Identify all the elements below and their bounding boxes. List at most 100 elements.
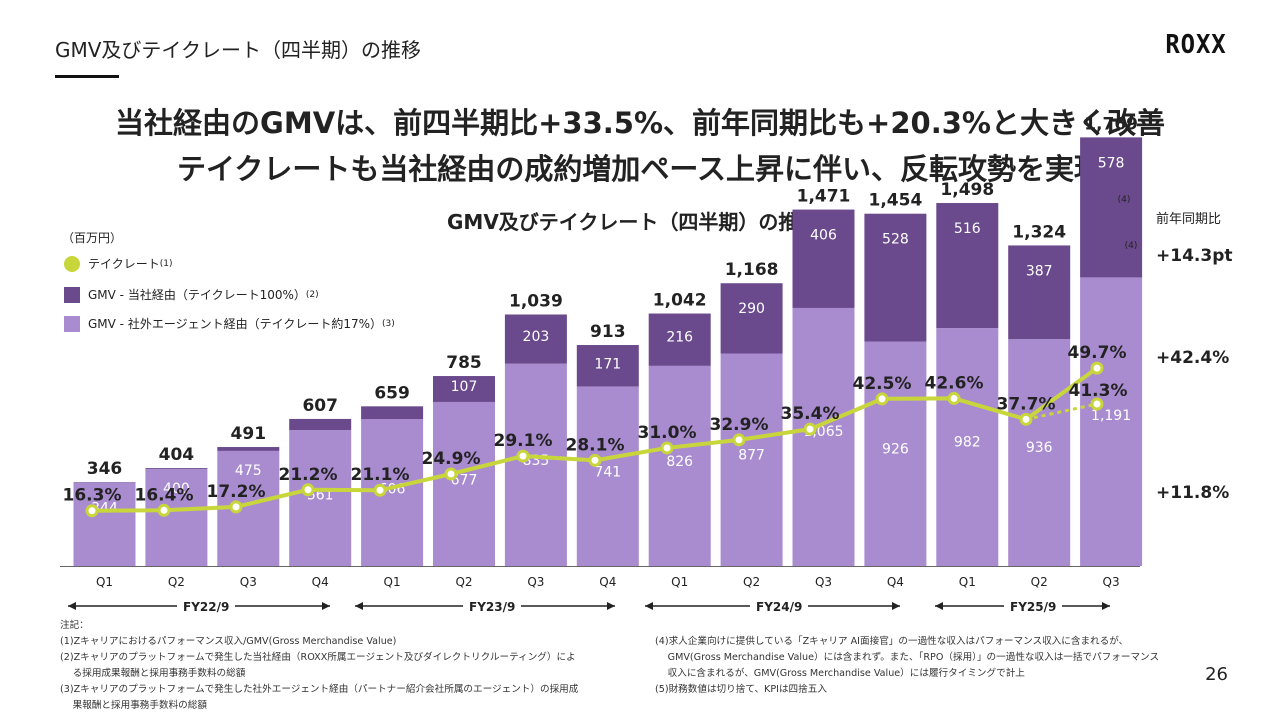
take-rate-label: 21.2% xyxy=(279,465,338,485)
legend-own-label: GMV - 当社経由（テイクレート100%） xyxy=(88,288,306,302)
bar-own xyxy=(504,314,567,364)
legend-external-swatch xyxy=(64,315,80,332)
bar-own xyxy=(576,345,639,387)
take-rate-alt-note: (4) xyxy=(1125,241,1138,251)
bar-total-label: 1,042 xyxy=(653,291,707,311)
x-tick-label: Q4 xyxy=(312,575,329,589)
bar-external xyxy=(73,482,136,566)
x-tick-label: Q4 xyxy=(599,575,616,589)
bar-external-label: 1,065 xyxy=(803,424,843,440)
legend-external: GMV - 社外エージェント経由（テイクレート約17%） (3) xyxy=(64,315,395,332)
bar-own xyxy=(145,468,208,470)
unit-label: （百万円） xyxy=(62,231,123,245)
legend-external-note: (3) xyxy=(382,318,395,329)
bar-total-label: 346 xyxy=(87,459,123,479)
bar-total-label: 659 xyxy=(374,383,410,403)
bar-external-label: 561 xyxy=(307,487,334,503)
fy-bracket-arrow-right xyxy=(892,602,900,610)
bar-external-label: 877 xyxy=(738,448,765,464)
bar-external-label: 1,191 xyxy=(1091,408,1131,424)
bar-own xyxy=(864,213,927,342)
bar-external-label: 826 xyxy=(666,454,693,470)
legend-own-note: (2) xyxy=(305,289,319,300)
bar-external-label: 741 xyxy=(594,465,621,481)
legend-own-swatch xyxy=(64,286,80,303)
bar-own-label: 290 xyxy=(738,301,765,317)
take-rate-point xyxy=(1090,361,1104,375)
take-rate-label: 35.4% xyxy=(781,404,840,424)
take-rate-label: 31.0% xyxy=(638,423,697,443)
yoy-take-rate: +14.3pt xyxy=(1156,246,1233,266)
headline-line-2: テイクレートも当社経由の成約増加ペース上昇に伴い、反転攻勢を実現 xyxy=(177,152,1103,186)
x-tick-label: Q3 xyxy=(527,575,544,589)
yoy-own: +42.4% xyxy=(1156,348,1230,368)
bar-own-label: 203 xyxy=(523,329,550,345)
take-rate-label: 17.2% xyxy=(207,482,266,502)
x-tick-label: Q2 xyxy=(168,575,185,589)
header-underline xyxy=(55,75,119,78)
notes-left: 注記： (1)Zキャリアにおけるパフォーマンス収入/GMV(Gross Merc… xyxy=(60,618,578,714)
take-rate-point xyxy=(301,483,315,497)
headline-line-1: 当社経由のGMVは、前四半期比+33.5%、前年同期比も+20.3%と大きく改善 xyxy=(115,106,1165,140)
x-tick-label: Q2 xyxy=(455,575,472,589)
note-line: る採用成果報酬と採用事務手数料の総額 xyxy=(60,668,246,679)
legend-own: GMV - 当社経由（テイクレート100%） (2) xyxy=(64,286,319,303)
bar-external-label: 475 xyxy=(235,463,262,479)
bar-own-label: 171 xyxy=(594,356,621,372)
x-tick-label: Q1 xyxy=(959,575,976,589)
bar-own-label: 107 xyxy=(451,379,478,395)
bar-external xyxy=(648,365,711,566)
bar-external-label: 344 xyxy=(91,501,118,517)
x-tick-label: Q1 xyxy=(671,575,688,589)
take-rate-point xyxy=(588,453,602,467)
note-line: (1)Zキャリアにおけるパフォーマンス収入/GMV(Gross Merchand… xyxy=(60,636,397,647)
legend-external-label: GMV - 社外エージェント経由（テイクレート約17%） xyxy=(88,317,383,331)
take-rate-point xyxy=(373,483,387,497)
take-rate-last-note: (4) xyxy=(1118,195,1131,205)
chart-title-text: GMV及びテイクレート（四半期）の推移 xyxy=(447,210,819,234)
bar-external-label: 936 xyxy=(1026,440,1053,456)
bar-own xyxy=(936,203,999,329)
note-line: (5)財務数値は切り捨て、KPIは四捨五入 xyxy=(655,684,827,695)
take-rate-point xyxy=(157,503,171,517)
take-rate-label: 42.5% xyxy=(853,374,912,394)
take-rate-alt-label: 41.3% xyxy=(1069,381,1128,401)
take-rate-label: 16.4% xyxy=(135,485,194,505)
bar-external-label: 677 xyxy=(451,473,478,489)
take-rate-label: 32.9% xyxy=(710,415,769,435)
take-rate-label: 37.7% xyxy=(997,394,1056,414)
bar-own-label: 516 xyxy=(954,221,981,237)
x-tick-label: Q2 xyxy=(743,575,760,589)
bar-external-label: 926 xyxy=(882,441,909,457)
take-rate-point xyxy=(444,467,458,481)
fy-bracket-arrow-right xyxy=(1102,602,1110,610)
bar-own xyxy=(433,376,495,402)
fy-bracket-arrow-left xyxy=(935,602,943,610)
bar-external xyxy=(720,353,783,566)
bar-external-label: 835 xyxy=(523,453,550,469)
bar-external xyxy=(433,401,495,566)
bar-external xyxy=(145,469,208,566)
take-rate-point xyxy=(229,500,243,514)
bar-external xyxy=(217,450,280,566)
take-rate-alt-point xyxy=(1090,397,1104,411)
x-tick-label: Q1 xyxy=(96,575,113,589)
take-rate-label: 28.1% xyxy=(566,435,625,455)
note-line: 収入に含まれるが、GMV(Gross Merchandise Value）には履… xyxy=(655,668,1025,679)
take-rate-alt-line xyxy=(1025,402,1098,421)
bar-own xyxy=(720,283,783,354)
bar-total-label: 1,324 xyxy=(1012,222,1066,242)
bar-total-label: 1,471 xyxy=(797,187,851,207)
page-header-title: GMV及びテイクレート（四半期）の推移 xyxy=(55,38,422,62)
note-line: (4)求人企業向けに提供している「Zキャリア AI面接官」の一過性な収入はパフォ… xyxy=(655,636,1129,647)
bar-own xyxy=(1008,245,1071,340)
take-rate-point xyxy=(947,391,961,405)
roxx-logo: ROXX xyxy=(1165,30,1227,60)
yoy-header: 前年同期比 xyxy=(1156,212,1222,227)
bar-total-label: 913 xyxy=(590,322,626,342)
legend-take-rate-swatch xyxy=(64,255,80,272)
x-tick-label: Q3 xyxy=(1103,575,1120,589)
take-rate-label: 49.7% xyxy=(1068,343,1127,363)
take-rate-label: 29.1% xyxy=(494,431,553,451)
fy-label-fy25: FY25/9 xyxy=(1004,600,1063,614)
